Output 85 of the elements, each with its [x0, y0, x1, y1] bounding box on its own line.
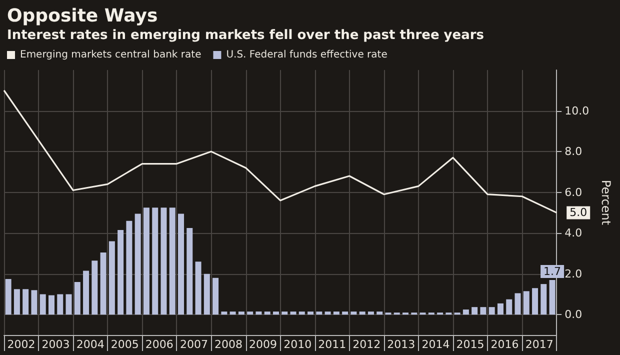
x-tick-label: 2011: [318, 338, 346, 351]
y-axis-title: Percent: [599, 180, 613, 226]
bar: [212, 278, 219, 315]
bar: [126, 220, 132, 315]
bar: [118, 230, 124, 315]
bar: [264, 312, 270, 315]
x-tick-label: 2006: [145, 338, 174, 351]
x-tick-label: 2009: [249, 338, 278, 351]
x-tick-label: 2010: [284, 338, 312, 351]
chart-title: Opposite Ways: [7, 6, 158, 26]
bar: [324, 312, 331, 315]
bar: [66, 294, 72, 315]
y-tick-label: 10.0: [564, 104, 590, 118]
bar: [31, 290, 38, 315]
bar: [350, 312, 357, 315]
bar: [238, 312, 244, 315]
legend-label: U.S. Federal funds effective rate: [226, 50, 388, 60]
y-tick-label: 8.0: [564, 145, 582, 158]
bar: [462, 310, 469, 315]
bar: [152, 208, 158, 315]
bar: [540, 284, 547, 315]
bar: [506, 299, 512, 315]
bar: [359, 312, 366, 315]
bar: [186, 228, 193, 315]
x-tick-label: 2014: [422, 338, 450, 351]
chart-subtitle: Interest rates in emerging markets fell over the past three years: [7, 28, 484, 43]
bar: [333, 312, 340, 315]
bar: [472, 307, 478, 315]
bar: [230, 312, 236, 315]
bar: [57, 294, 64, 315]
x-tick-label: 2004: [76, 338, 104, 351]
x-tick-label: 2002: [7, 338, 36, 351]
line-series: [3, 90, 558, 214]
y-tick-label: 2.0: [564, 267, 582, 280]
y-tick-label: 4.0: [564, 226, 582, 240]
y-tick-label: 0.0: [564, 308, 582, 322]
bar: [100, 252, 106, 315]
bar: [480, 307, 486, 315]
bar: [178, 214, 184, 315]
bar: [143, 208, 150, 315]
legend-label: Emerging markets central bank rate: [20, 50, 202, 60]
x-tick-label: 2017: [525, 338, 554, 351]
bar: [83, 270, 90, 315]
bar: [22, 289, 29, 315]
bar: [497, 303, 504, 315]
bar: [40, 294, 46, 315]
bar: [48, 295, 54, 315]
x-tick-label: 2007: [180, 338, 208, 351]
x-tick-label: 2008: [214, 338, 242, 351]
x-tick-label: 2013: [387, 338, 416, 351]
bar: [376, 312, 383, 315]
x-tick-label: 2015: [456, 338, 484, 351]
bar: [298, 312, 305, 315]
bar: [108, 241, 115, 315]
bar: [272, 312, 279, 315]
bar: [169, 208, 176, 315]
y-tick-label: 6.0: [564, 186, 582, 199]
x-tick-label: 2005: [110, 338, 139, 351]
bar: [5, 278, 12, 315]
bar: [368, 312, 374, 315]
x-tick-label: 2012: [352, 338, 381, 351]
bar: [221, 312, 228, 315]
data-label: 1.7: [544, 264, 562, 278]
bar: [549, 280, 556, 315]
bar: [532, 288, 538, 315]
bar: [195, 262, 202, 315]
bar: [282, 312, 288, 315]
bar: [290, 312, 296, 315]
bar: [514, 293, 521, 315]
bar: [92, 260, 98, 315]
bar: [247, 312, 254, 315]
bar: [14, 289, 20, 315]
bar: [488, 307, 495, 315]
bar: [204, 274, 210, 315]
bar: [308, 312, 314, 315]
bar: [74, 282, 80, 315]
x-tick-label: 2003: [42, 338, 70, 351]
data-label: 5.0: [570, 206, 588, 220]
bar: [134, 214, 141, 315]
bar: [160, 208, 167, 315]
bar: [523, 291, 530, 315]
x-tick-label: 2016: [490, 338, 519, 351]
bar: [256, 312, 262, 315]
bar: [316, 312, 322, 315]
bar: [342, 312, 348, 315]
